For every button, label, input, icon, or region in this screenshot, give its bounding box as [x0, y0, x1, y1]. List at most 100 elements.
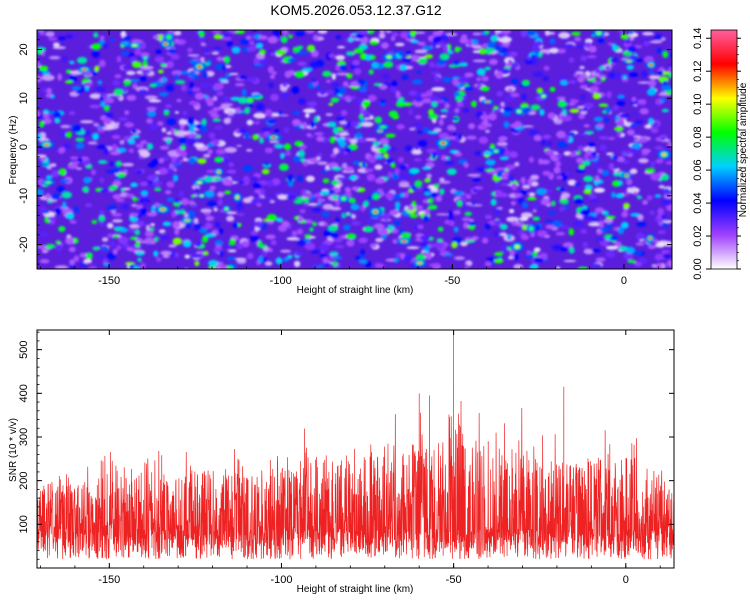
- heatmap-cell: [134, 49, 142, 56]
- heatmap-cell: [583, 175, 594, 183]
- heatmap-cell: [500, 68, 511, 75]
- heatmap-cell: [271, 136, 277, 139]
- heatmap-cell: [128, 148, 135, 154]
- heatmap-cell: [485, 47, 496, 54]
- heatmap-cell: [462, 95, 468, 101]
- heatmap-cell: [409, 213, 418, 219]
- heatmap-cell: [414, 180, 423, 188]
- heatmap-cell: [366, 218, 374, 223]
- heatmap-cell: [58, 168, 66, 176]
- heatmap-cell: [331, 194, 339, 200]
- heatmap-cell: [139, 181, 148, 187]
- heatmap-cell: [597, 38, 605, 43]
- heatmap-cell: [121, 51, 129, 56]
- heatmap-cell: [597, 168, 603, 174]
- heatmap-cell: [335, 133, 341, 139]
- heatmap-cell: [578, 164, 586, 170]
- heatmap-cell: [204, 190, 215, 198]
- heatmap-cell: [381, 73, 390, 79]
- heatmap-cell: [227, 30, 238, 33]
- heatmap-cell: [265, 234, 276, 240]
- heatmap-cell: [215, 222, 221, 228]
- heatmap-cell: [586, 76, 594, 80]
- heatmap-cell: [111, 134, 121, 140]
- heatmap-cell: [537, 230, 548, 238]
- heatmap-cell: [349, 174, 358, 181]
- colorbar-tick-label: 0.00: [692, 258, 704, 279]
- heatmap-cell: [633, 111, 639, 116]
- heatmap-cell: [125, 193, 135, 198]
- snr-y-axis: 100 200 300 400 500: [18, 331, 674, 560]
- heatmap-cell: [139, 76, 147, 82]
- heatmap-cell: [259, 137, 264, 144]
- heatmap-cell: [378, 130, 382, 132]
- heatmap-cell: [379, 84, 388, 90]
- heatmap-cell: [379, 138, 389, 145]
- heatmap-cell: [338, 140, 347, 148]
- heatmap-cell: [186, 117, 195, 125]
- heatmap-cell: [109, 151, 121, 156]
- heatmap-cell: [439, 53, 450, 60]
- heatmap-cell: [280, 36, 288, 44]
- heatmap-cell: [391, 172, 399, 180]
- heatmap-cell: [593, 116, 604, 122]
- heatmap-cell: [584, 215, 596, 221]
- heatmap-cell: [424, 208, 430, 216]
- heatmap-cell: [155, 49, 162, 54]
- heatmap-cell: [448, 210, 454, 218]
- heatmap-cell: [160, 63, 167, 67]
- heatmap-cell: [373, 210, 378, 214]
- heatmap-cell: [305, 30, 315, 34]
- heatmap-cell: [253, 40, 264, 45]
- heatmap-cell: [648, 75, 661, 80]
- heatmap-cell: [379, 99, 386, 104]
- heatmap-cell: [593, 81, 602, 85]
- heatmap-cell: [182, 158, 189, 162]
- heatmap-cell: [417, 130, 423, 134]
- heatmap-cell: [661, 214, 667, 220]
- heatmap-cell: [226, 215, 235, 222]
- heatmap-cell: [228, 162, 235, 168]
- heatmap-cell: [329, 136, 336, 144]
- heatmap-cell: [552, 245, 563, 251]
- heatmap-cell: [611, 191, 616, 199]
- heatmap-cell: [399, 192, 405, 198]
- heatmap-cell: [413, 158, 423, 162]
- heatmap-cell: [241, 88, 247, 96]
- heatmap-cell: [215, 148, 227, 155]
- heatmap-cell: [442, 44, 449, 52]
- heatmap-cell: [532, 57, 538, 65]
- heatmap-cell: [261, 113, 266, 119]
- heatmap-cell: [346, 239, 355, 247]
- heatmap-cell: [612, 43, 617, 51]
- heatmap-cell: [210, 113, 220, 118]
- heatmap-cell: [163, 110, 170, 116]
- heatmap-cell: [303, 192, 313, 198]
- heatmap-cell: [198, 31, 205, 37]
- heatmap-cell: [374, 164, 383, 170]
- heatmap-cell: [502, 42, 511, 47]
- heatmap-cell: [65, 34, 73, 39]
- heatmap-cell: [464, 72, 474, 78]
- heatmap-cell: [442, 76, 452, 83]
- heatmap-cell: [343, 166, 354, 172]
- heatmap-cell: [168, 244, 177, 248]
- heatmap-cell: [636, 221, 647, 227]
- heatmap-cell: [83, 258, 92, 264]
- heatmap-cell: [283, 127, 290, 133]
- heatmap-cell: [453, 210, 461, 215]
- heatmap-cell: [572, 150, 578, 154]
- heatmap-cell: [494, 208, 502, 215]
- heatmap-cell: [135, 143, 144, 148]
- heatmap-cell: [564, 205, 569, 210]
- heatmap-cell: [590, 198, 599, 202]
- heatmap-cell: [561, 115, 573, 122]
- heatmap-cell: [294, 70, 305, 79]
- heatmap-cell: [274, 191, 282, 196]
- snr-x-tick-label: -150: [98, 574, 120, 586]
- heatmap-cell: [112, 219, 123, 223]
- heatmap-cell: [493, 258, 504, 264]
- heatmap-cell: [353, 160, 361, 165]
- heatmap-cell: [390, 36, 396, 42]
